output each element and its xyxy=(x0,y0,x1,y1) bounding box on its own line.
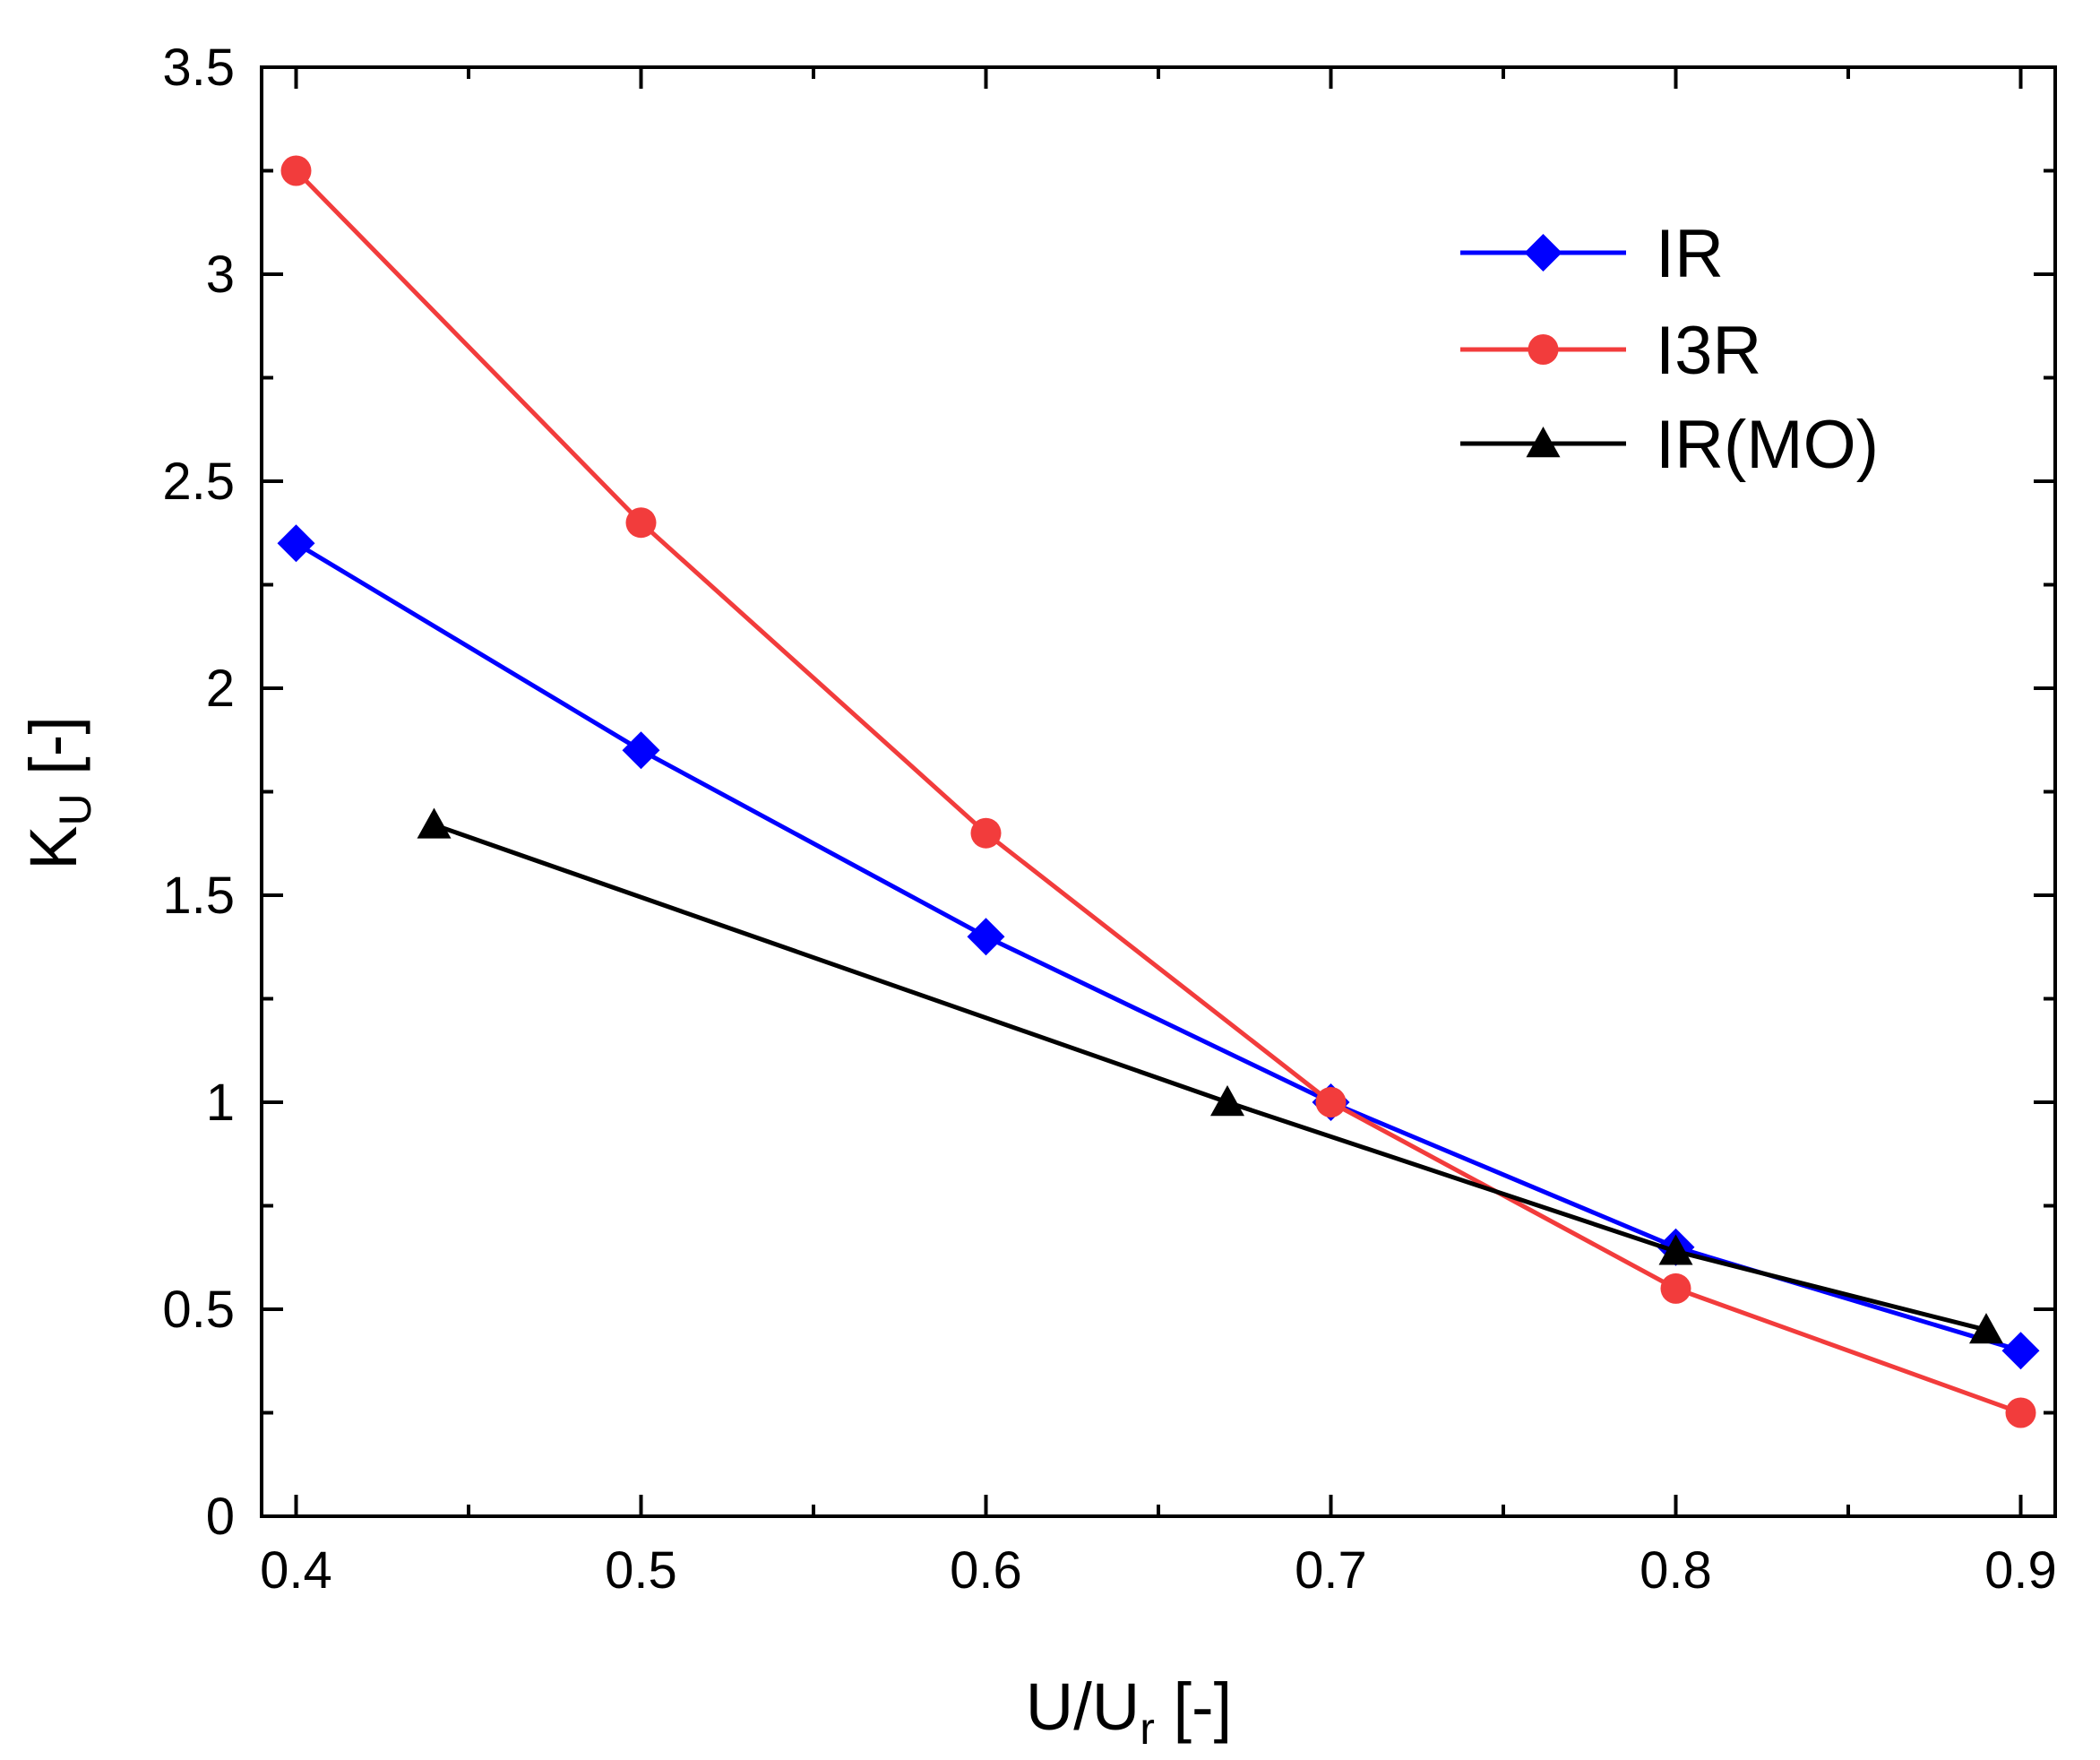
x-tick-label: 0.5 xyxy=(605,1541,677,1600)
x-tick-label: 0.6 xyxy=(950,1541,1022,1600)
x-tick-label: 0.7 xyxy=(1295,1541,1367,1600)
y-tick-label: 1 xyxy=(206,1074,235,1132)
series-ir-mo xyxy=(417,807,2003,1344)
series-i3r xyxy=(280,155,2036,1428)
y-tick-label: 2.5 xyxy=(162,453,235,511)
x-axis-title: U/Ur [-] xyxy=(1026,1669,1232,1754)
legend: IR I3R IR(MO) xyxy=(1460,216,1879,483)
legend-marker xyxy=(1524,234,1562,272)
x-tick-label: 0.4 xyxy=(260,1541,332,1600)
data-point-ir xyxy=(622,731,660,770)
data-point-i3r xyxy=(1660,1273,1691,1304)
legend-item-ir-mo: IR(MO) xyxy=(1460,407,1879,483)
series-line-i3r xyxy=(294,168,2022,1415)
data-point-i3r xyxy=(2005,1397,2036,1428)
series-line-ir-mo xyxy=(433,823,1987,1333)
x-tick-label: 0.9 xyxy=(1984,1541,2057,1600)
data-point-ir-mo xyxy=(417,807,452,839)
data-point-ir-mo xyxy=(1969,1313,2003,1344)
y-tick-label: 2 xyxy=(206,660,235,718)
legend-label: IR(MO) xyxy=(1656,407,1879,483)
data-point-i3r xyxy=(280,155,312,186)
data-point-ir xyxy=(967,918,1005,956)
x-tick-label: 0.8 xyxy=(1640,1541,1712,1600)
y-axis-title: KU [-] xyxy=(16,716,100,870)
legend-marker xyxy=(1526,427,1561,458)
y-tick-label: 3 xyxy=(206,246,235,304)
legend-item-i3r: I3R xyxy=(1460,313,1761,389)
legend-label: I3R xyxy=(1656,313,1761,389)
data-point-i3r xyxy=(1315,1087,1347,1117)
data-point-i3r xyxy=(970,817,1002,849)
legend-marker xyxy=(1528,334,1559,365)
legend-label: IR xyxy=(1656,216,1724,292)
legend-item-ir: IR xyxy=(1460,216,1724,292)
series-layer xyxy=(277,155,2040,1428)
data-point-ir xyxy=(277,524,315,563)
data-point-i3r xyxy=(625,507,657,539)
data-point-ir xyxy=(2001,1332,2040,1370)
tick-layer: 0.4 0.5 0.6 0.7 0.8 0.9 0 0.5 1 1.5 2 2.5 3 3.5 xyxy=(162,39,2056,1600)
data-point-ir-mo xyxy=(1658,1234,1693,1265)
y-tick-label: 1.5 xyxy=(162,867,235,925)
y-tick-label: 3.5 xyxy=(162,39,235,97)
y-tick-label: 0.5 xyxy=(162,1281,235,1339)
data-point-ir-mo xyxy=(1210,1085,1244,1117)
y-tick-label: 0 xyxy=(206,1488,235,1546)
